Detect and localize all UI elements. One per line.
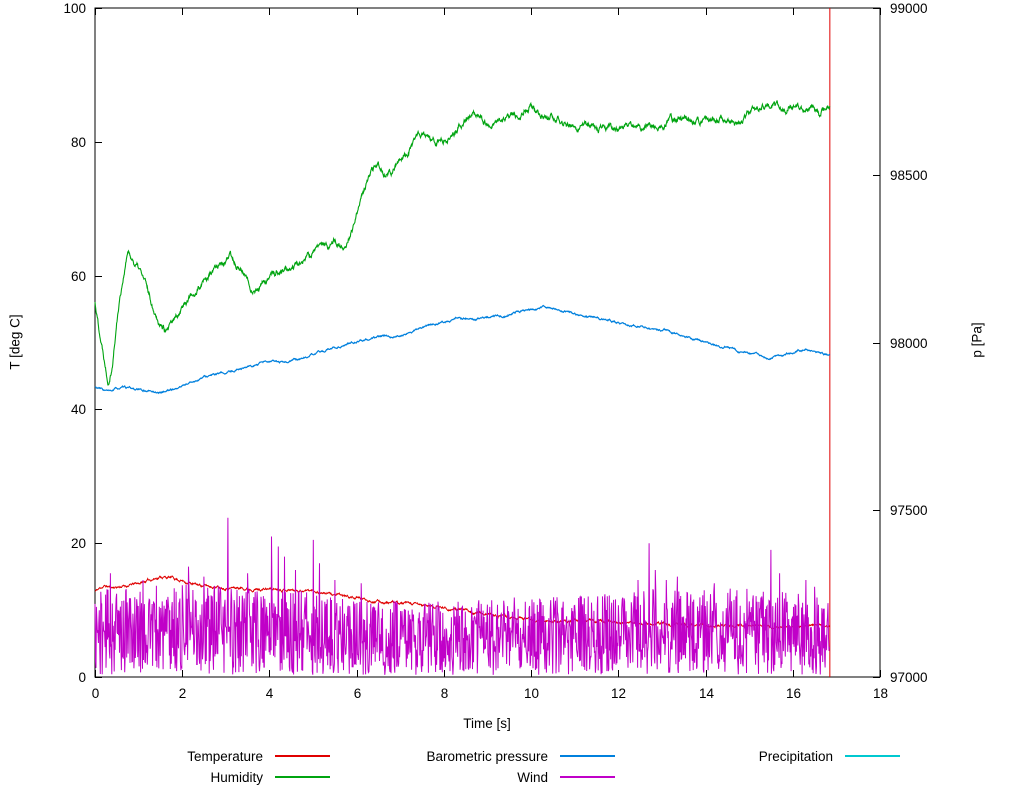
y2-tick-label: 98500 <box>890 168 928 183</box>
legend-line-wind <box>560 776 615 778</box>
legend-label-temperature: Temperature <box>187 748 263 764</box>
legend-line-temperature <box>275 755 330 757</box>
legend-line-barometric-pressure <box>560 755 615 757</box>
y2-axis-label: p [Pa] <box>969 322 985 358</box>
y-tick-label: 0 <box>78 670 86 685</box>
x-axis-label: Time [s] <box>463 716 511 731</box>
x-tick-label: 16 <box>786 686 801 701</box>
y-tick-label: 80 <box>71 135 86 150</box>
x-tick-label: 10 <box>524 686 539 701</box>
x-tick-label: 4 <box>266 686 274 701</box>
legend-line-humidity <box>275 776 330 778</box>
y-tick-label: 20 <box>71 536 86 551</box>
series-humidity-line <box>94 100 831 386</box>
series-wind-line <box>94 517 830 675</box>
legend-item-barometric-pressure: Barometric pressure <box>330 747 615 765</box>
y2-tick-label: 99000 <box>890 1 928 16</box>
legend-label-humidity: Humidity <box>210 769 263 785</box>
y2-tick-label: 97500 <box>890 503 928 518</box>
y-axis-label: T [deg C] <box>7 314 23 370</box>
x-tick-label: 18 <box>873 686 888 701</box>
legend-label-barometric-pressure: Barometric pressure <box>426 748 548 764</box>
legend-label-precipitation: Precipitation <box>758 748 833 764</box>
legend-item-precipitation: Precipitation <box>615 747 900 765</box>
y-tick-label: 100 <box>63 1 86 16</box>
series-barometric-pressure-line <box>94 304 831 395</box>
legend-label-wind: Wind <box>517 769 548 785</box>
legend-line-precipitation <box>845 755 900 757</box>
x-tick-label: 0 <box>92 686 100 701</box>
legend: Temperature Barometric pressure Precipit… <box>45 747 900 786</box>
y2-tick-label: 97000 <box>890 670 928 685</box>
legend-item-humidity: Humidity <box>45 768 330 786</box>
x-tick-label: 12 <box>611 686 626 701</box>
x-tick-label: 6 <box>354 686 362 701</box>
y-tick-label: 60 <box>71 269 86 284</box>
x-tick-label: 8 <box>441 686 449 701</box>
plot-area: 0 2 4 6 8 10 12 14 16 18 0 20 40 60 80 100 97000 97500 980… <box>63 1 928 701</box>
legend-item-wind: Wind <box>330 768 615 786</box>
x-tick-label: 2 <box>179 686 187 701</box>
y-tick-label: 40 <box>71 402 86 417</box>
legend-item-temperature: Temperature <box>45 747 330 765</box>
x-tick-label: 14 <box>699 686 715 701</box>
y2-tick-label: 98000 <box>890 336 928 351</box>
plot-border <box>94 7 881 678</box>
